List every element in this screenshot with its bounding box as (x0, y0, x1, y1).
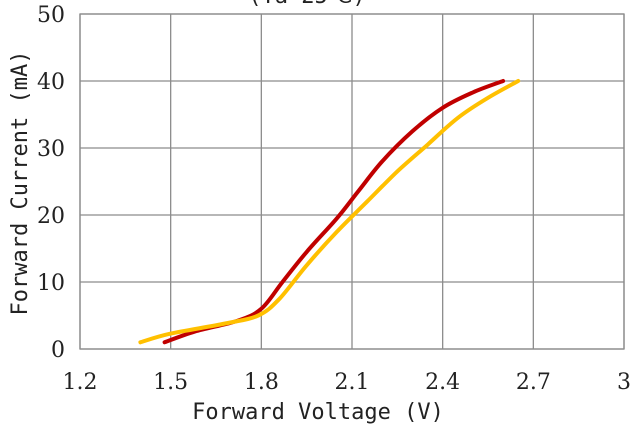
x-tick-label: 2.7 (516, 370, 551, 395)
series-line-yellow (138, 79, 521, 345)
y-tick-label: 30 (37, 137, 65, 162)
y-tick-label: 0 (51, 338, 65, 363)
chart-title: (Ta=25℃) (248, 0, 365, 9)
x-tick-label: 1.2 (63, 370, 98, 395)
x-tick-label: 1.8 (244, 370, 279, 395)
y-tick-label: 40 (37, 70, 65, 95)
y-tick-label: 50 (37, 3, 65, 28)
x-tick-label: 3 (617, 370, 631, 395)
x-axis-title: Forward Voltage (V) (192, 400, 444, 425)
y-tick-label: 20 (37, 204, 65, 229)
plot-frame (79, 13, 625, 350)
grid-layer (79, 13, 625, 350)
x-tick-label: 2.1 (335, 370, 370, 395)
series-layer (138, 79, 521, 345)
y-axis-title: Forward Current (mA) (8, 51, 33, 316)
y-tick-label: 10 (37, 271, 65, 296)
x-tick-label: 2.4 (425, 370, 460, 395)
x-tick-label: 1.5 (153, 370, 188, 395)
